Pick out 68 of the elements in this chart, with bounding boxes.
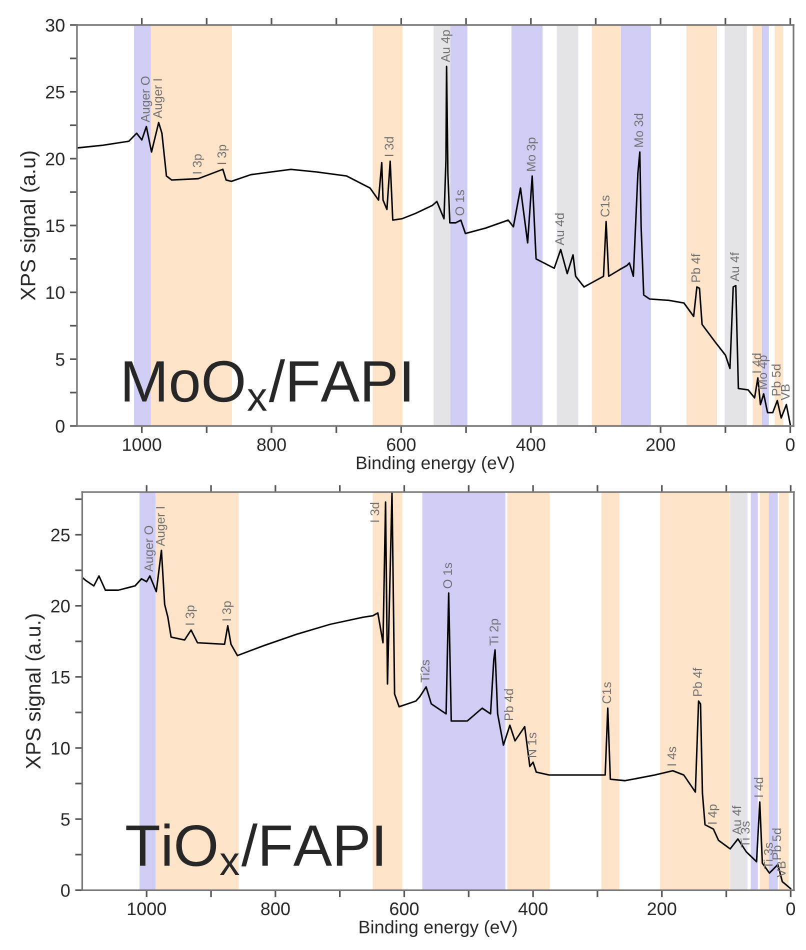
y-tick-label: 20 — [51, 600, 70, 613]
y-tick-label: 25 — [51, 528, 70, 542]
annotation: I 4d — [754, 778, 764, 797]
x-tick-label: 400 — [518, 902, 548, 916]
annotation: Auger O — [144, 526, 156, 572]
annotation: Ti2s — [420, 660, 430, 682]
line-series — [76, 66, 792, 426]
y-tick-label: 5 — [61, 813, 70, 826]
annotation: Auger O — [140, 76, 152, 122]
annotation: Mo 3p — [526, 138, 538, 171]
annotation: I 3d — [384, 137, 394, 156]
annotation: Au 4p — [441, 30, 452, 62]
x-tick-label: 800 — [257, 438, 286, 452]
annotation: Auger I — [156, 507, 168, 546]
x-tick-label: 800 — [261, 902, 290, 916]
x-tick-label: 200 — [646, 438, 675, 452]
annotation: I 4s — [667, 746, 676, 766]
annotation: Au 4f — [730, 252, 740, 282]
annotation: I 3p — [217, 144, 229, 164]
x-tick-label: 400 — [516, 438, 546, 452]
x-axis-title: Binding energy (eV) — [360, 920, 517, 938]
x-tick-label: 0 — [786, 438, 795, 452]
annotation: Pb 5d — [771, 364, 781, 396]
y-tick-label: 5 — [56, 353, 64, 366]
y-tick-label: 10 — [52, 742, 70, 755]
annotation: VB — [776, 861, 786, 878]
x-tick-label: 600 — [390, 902, 419, 916]
y-tick-label: 20 — [46, 152, 64, 166]
y-axis-title: XPS signal (a.u.) — [25, 614, 45, 769]
y-tick-label: 15 — [46, 220, 64, 232]
annotation: I 3d — [370, 502, 380, 522]
y-tick-label: 10 — [46, 286, 64, 300]
x-tick-label: 1000 — [123, 438, 162, 452]
line-series — [82, 492, 792, 890]
y-axis-title: XPS signal (a.u) — [20, 152, 40, 300]
annotation: MoO$_{x}$/FAPI — [124, 359, 410, 411]
y-tick-label: 15 — [52, 671, 70, 684]
annotation: C1s — [602, 682, 612, 704]
annotation: N 1s — [528, 732, 536, 758]
annotation: Au 4f — [732, 806, 742, 835]
x-tick-label: 600 — [387, 438, 416, 452]
annotation: O 1s — [443, 562, 452, 588]
x-tick-label: 1000 — [128, 902, 166, 916]
y-tick-label: 30 — [46, 18, 64, 32]
annotation: I 3p — [222, 601, 234, 620]
annotation: Ti 3s — [764, 842, 773, 869]
y-tick-label: 0 — [56, 420, 64, 433]
annotation: I 4p — [708, 804, 720, 824]
annotation: VB — [781, 384, 790, 400]
annotation: Ti 3s — [740, 821, 750, 848]
x-tick-label: 0 — [786, 902, 796, 916]
annotation: Pb 4f — [691, 254, 700, 282]
x-tick-label: 200 — [648, 902, 676, 916]
annotation: I 3p — [192, 154, 204, 174]
annotation: Pb 5d — [772, 828, 782, 860]
annotation: Pb 4f — [692, 668, 702, 696]
annotation: Pb 4d — [504, 689, 514, 720]
annotation: O 1s — [455, 190, 464, 216]
annotation: TiO$_{x}$/FAPI — [126, 824, 382, 876]
annotation: Auger I — [153, 79, 165, 118]
x-axis-title: Binding energy (eV) — [356, 456, 514, 473]
annotation: I 3p — [186, 606, 197, 625]
y-tick-label: 0 — [61, 884, 70, 897]
annotation: C1s — [600, 196, 610, 217]
annotation: Au 4d — [554, 214, 564, 246]
y-tick-label: 25 — [46, 86, 64, 99]
annotation: Mo 3d — [634, 114, 644, 147]
annotation: Ti 2p — [489, 618, 501, 646]
